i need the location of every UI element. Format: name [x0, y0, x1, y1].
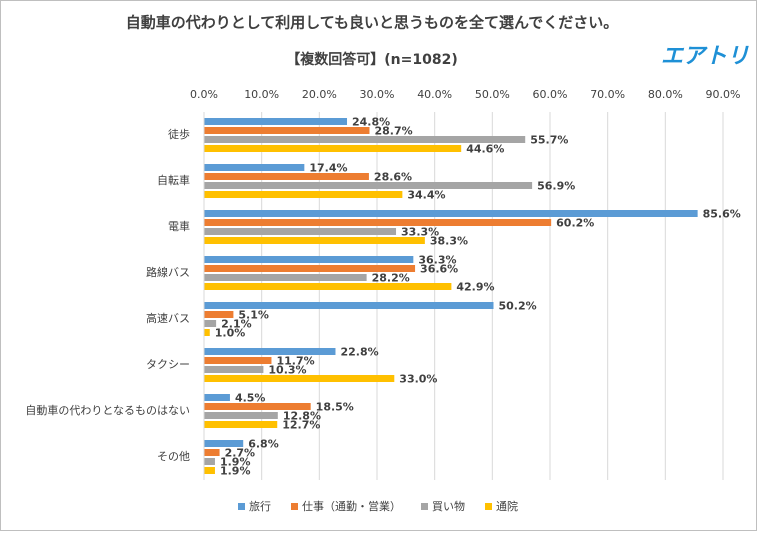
value-label: 34.4% [407, 189, 445, 202]
value-label: 11.7% [276, 355, 314, 368]
x-tick-label: 10.0% [244, 88, 279, 101]
value-label: 33.0% [399, 373, 437, 386]
value-label: 6.8% [248, 438, 279, 451]
x-tick-label: 90.0% [706, 88, 741, 101]
x-tick-label: 40.0% [417, 88, 452, 101]
bar [204, 311, 234, 318]
value-label: 28.7% [375, 125, 413, 138]
bar [204, 366, 264, 373]
value-label: 2.1% [221, 318, 252, 331]
value-label: 55.7% [530, 134, 568, 147]
bar [204, 256, 414, 263]
bar [204, 357, 272, 364]
y-tick-label: 高速バス [146, 311, 190, 325]
value-label: 4.5% [235, 392, 266, 405]
value-label: 36.3% [418, 254, 456, 267]
x-tick-label: 80.0% [648, 88, 683, 101]
legend-swatch [291, 503, 298, 510]
bar [204, 219, 552, 226]
bar [204, 403, 311, 410]
value-label: 12.8% [283, 410, 321, 423]
bar [204, 394, 230, 401]
x-tick-label: 0.0% [190, 88, 218, 101]
bar [204, 449, 220, 456]
value-label: 1.9% [220, 456, 251, 469]
y-tick-label: 徒歩 [168, 127, 190, 141]
bar [204, 127, 370, 134]
value-label: 1.0% [215, 327, 246, 340]
bar [204, 302, 494, 309]
legend-swatch [238, 503, 245, 510]
bar [204, 182, 533, 189]
bar [204, 210, 698, 217]
value-label: 28.2% [372, 272, 410, 285]
legend-label: 通院 [496, 499, 518, 513]
bar [204, 375, 395, 382]
bar [204, 329, 210, 336]
chart-subtitle: 【複数回答可】(n=1082) [286, 51, 457, 68]
bar [204, 467, 215, 474]
value-label: 42.9% [456, 281, 494, 294]
x-tick-label: 20.0% [302, 88, 337, 101]
value-label: 85.6% [703, 208, 741, 221]
value-label: 12.7% [282, 419, 320, 432]
value-label: 28.6% [374, 171, 412, 184]
value-label: 22.8% [340, 346, 378, 359]
legend-swatch [485, 503, 492, 510]
bar [204, 145, 462, 152]
value-label: 24.8% [352, 116, 390, 129]
y-tick-label: 路線バス [146, 265, 190, 279]
value-label: 50.2% [498, 300, 536, 313]
value-label: 10.3% [268, 364, 306, 377]
bar [204, 412, 278, 419]
x-tick-label: 30.0% [360, 88, 395, 101]
value-label: 33.3% [401, 226, 439, 239]
legend-label: 仕事（通勤・営業） [302, 499, 401, 513]
bar [204, 274, 367, 281]
x-tick-label: 60.0% [533, 88, 568, 101]
bar [204, 164, 305, 171]
bar [204, 348, 336, 355]
value-label: 1.9% [220, 465, 251, 478]
x-tick-label: 50.0% [475, 88, 510, 101]
legend-swatch [421, 503, 428, 510]
value-label: 36.6% [420, 263, 458, 276]
y-tick-label: その他 [157, 450, 190, 463]
value-label: 17.4% [309, 162, 347, 175]
logo: エアトリ [661, 44, 749, 69]
bar [204, 421, 278, 428]
bar [204, 265, 416, 272]
value-label: 5.1% [238, 309, 269, 322]
bar [204, 283, 452, 290]
y-tick-label: 電車 [168, 219, 190, 233]
y-tick-label: 自動車の代わりとなるものはない [25, 403, 190, 417]
value-label: 38.3% [430, 235, 468, 248]
bar [204, 136, 526, 143]
bar [204, 440, 244, 447]
y-tick-label: 自転車 [157, 173, 190, 187]
value-label: 2.7% [225, 447, 256, 460]
bar [204, 458, 215, 465]
bar [204, 228, 397, 235]
bar [204, 173, 369, 180]
bar [204, 320, 217, 327]
y-tick-label: タクシー [146, 358, 190, 371]
value-label: 18.5% [316, 401, 354, 414]
legend-label: 買い物 [432, 499, 465, 513]
chart-title: 自動車の代わりとして利用しても良いと思うものを全て選んでください。 [126, 14, 619, 32]
value-label: 60.2% [556, 217, 594, 230]
bar [204, 118, 348, 125]
bar [204, 191, 403, 198]
value-label: 56.9% [537, 180, 575, 193]
legend-label: 旅行 [249, 499, 271, 513]
bar [204, 237, 425, 244]
x-tick-label: 70.0% [590, 88, 625, 101]
value-label: 44.6% [466, 143, 504, 156]
